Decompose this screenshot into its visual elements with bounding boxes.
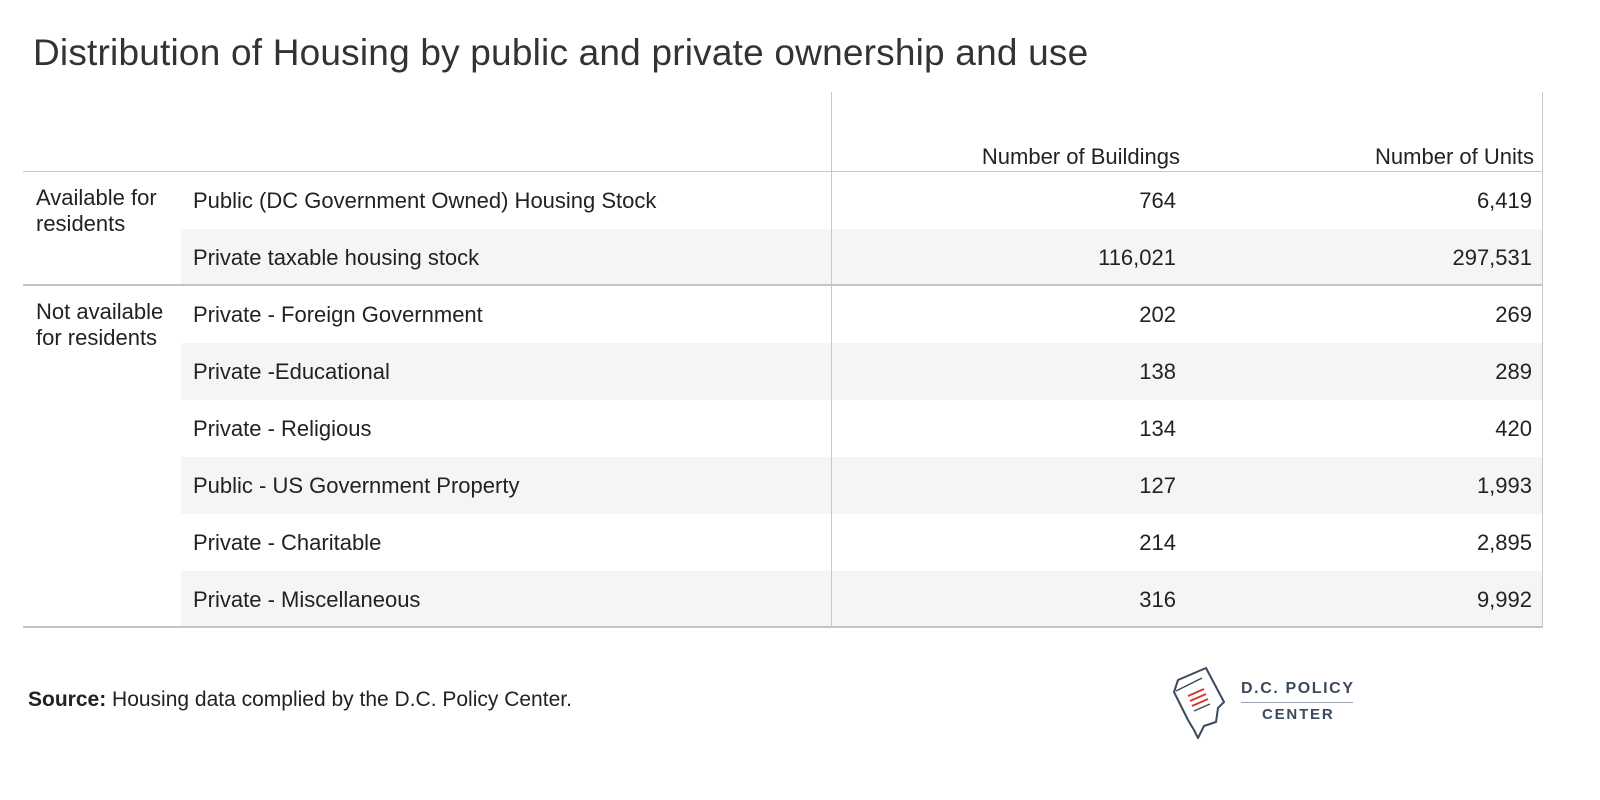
- table-row: Private taxable housing stock 116,021 29…: [23, 229, 1542, 286]
- row-units: 289: [1495, 359, 1532, 384]
- table-row: Public - US Government Property 127 1,99…: [23, 457, 1542, 514]
- row-units: 269: [1495, 302, 1532, 327]
- group-label-not-available: Not available for residents: [36, 299, 164, 350]
- table-row: Private - Religious 134 420: [23, 400, 1542, 457]
- row-stripe: [181, 571, 1542, 628]
- row-buildings: 134: [1139, 416, 1176, 441]
- chart-title: Distribution of Housing by public and pr…: [33, 32, 1089, 73]
- logo-divider: [1241, 702, 1353, 703]
- row-label: Public (DC Government Owned) Housing Sto…: [193, 188, 657, 213]
- row-units: 2,895: [1476, 530, 1532, 555]
- row-buildings: 138: [1139, 359, 1176, 384]
- row-label: Private taxable housing stock: [193, 245, 480, 270]
- row-stripe: [181, 229, 1542, 286]
- header-divider: [23, 171, 1543, 172]
- row-label: Private -Educational: [193, 359, 390, 384]
- group-label-available: Available for residents: [36, 185, 157, 236]
- table-bottom-rule: [23, 626, 1543, 628]
- row-label: Private - Foreign Government: [193, 302, 483, 327]
- column-divider: [831, 92, 832, 628]
- table-row: Private - Charitable 214 2,895: [23, 514, 1542, 571]
- row-units: 1,993: [1476, 473, 1532, 498]
- row-units: 297,531: [1452, 245, 1532, 270]
- logo-line-1: D.C. POLICY: [1241, 680, 1355, 697]
- row-buildings: 214: [1139, 530, 1176, 555]
- table-row: Private - Foreign Government 202 269: [23, 286, 1542, 343]
- row-buildings: 764: [1139, 188, 1176, 213]
- row-label: Public - US Government Property: [193, 473, 520, 498]
- data-table: Number of Buildings Number of Units Publ…: [23, 92, 1543, 628]
- column-header-buildings: Number of Buildings: [981, 144, 1180, 169]
- column-header-units: Number of Units: [1375, 144, 1534, 169]
- source-label: Source:: [28, 688, 107, 711]
- logo-line-2: CENTER: [1262, 706, 1335, 723]
- row-stripe: [181, 343, 1542, 400]
- table-right-border: [1542, 92, 1543, 628]
- group-divider: [23, 284, 1543, 286]
- row-buildings: 116,021: [1098, 245, 1176, 270]
- row-units: 420: [1495, 416, 1532, 441]
- row-label: Private - Charitable: [193, 530, 382, 555]
- row-stripe: [181, 457, 1542, 514]
- dc-map-document-icon: [1173, 667, 1225, 739]
- row-units: 6,419: [1476, 188, 1532, 213]
- table-row: Private -Educational 138 289: [23, 343, 1542, 400]
- row-label: Private - Miscellaneous: [193, 587, 421, 612]
- row-label: Private - Religious: [193, 416, 372, 441]
- row-buildings: 127: [1139, 473, 1176, 498]
- table-row: Public (DC Government Owned) Housing Sto…: [23, 172, 1542, 229]
- row-units: 9,992: [1476, 587, 1532, 612]
- table-row: Private - Miscellaneous 316 9,992: [23, 571, 1542, 628]
- dc-policy-center-logo: D.C. POLICY CENTER: [1166, 664, 1366, 744]
- row-buildings: 202: [1139, 302, 1176, 327]
- source-text: Housing data complied by the D.C. Policy…: [106, 688, 572, 711]
- row-buildings: 316: [1139, 587, 1176, 612]
- source-note: Source: Housing data complied by the D.C…: [28, 688, 572, 712]
